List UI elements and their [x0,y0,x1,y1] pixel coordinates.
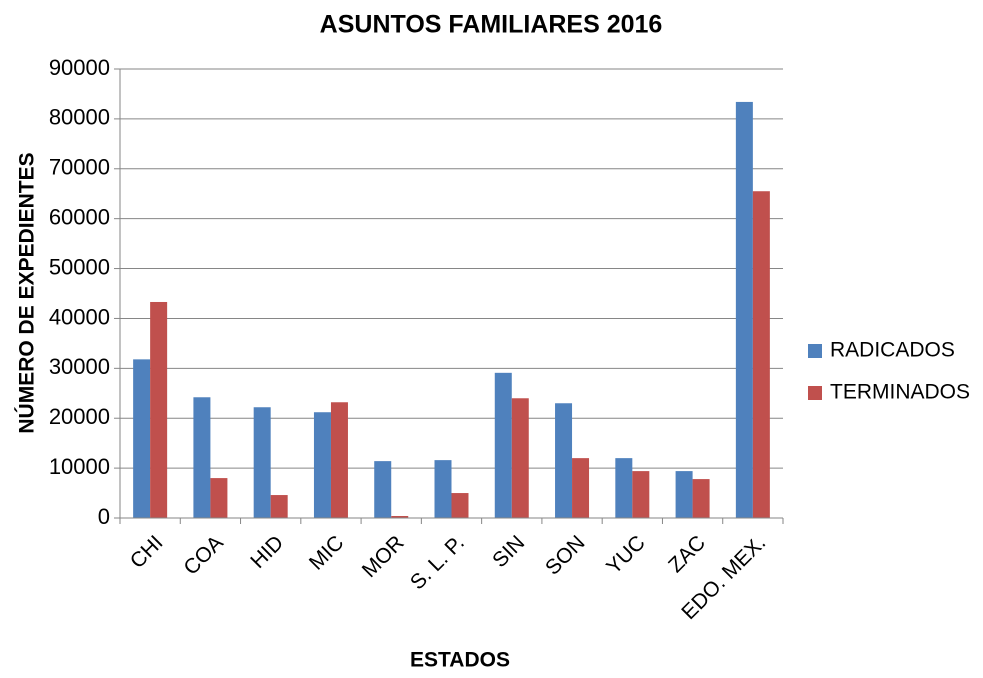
x-tick-label: YUC [602,531,650,579]
x-tick-label: MIC [305,531,348,574]
x-tick-label: SON [541,531,589,579]
legend-swatch [808,344,822,358]
bar [511,398,529,518]
bar [451,493,469,518]
bar [253,407,271,518]
y-tick-label: 80000 [49,105,110,130]
bar [675,471,693,518]
x-tick-label: CHI [126,531,168,573]
x-tick-label: MOR [358,531,409,582]
bar [692,479,710,518]
x-tick-label: HID [246,531,288,573]
bar [150,301,168,518]
bar [434,460,452,518]
y-tick-label: 60000 [49,204,110,229]
bar [494,372,512,518]
x-axis-title: ESTADOS [410,649,510,672]
bar [330,402,348,518]
legend-label: TERMINADOS [830,381,970,404]
bar [374,461,392,518]
chart-title: ASUNTOS FAMILIARES 2016 [320,11,663,39]
x-tick-label: COA [179,531,227,579]
y-axis-title: NÚMERO DE EXPEDIENTES [15,152,39,433]
bar [133,359,151,518]
y-tick-label: 40000 [49,304,110,329]
bar [270,495,288,518]
bar [313,412,331,518]
bar [735,101,753,518]
bar [193,397,211,518]
y-tick-label: 70000 [49,155,110,180]
x-tick-label: S. L. P. [406,531,469,594]
bar [752,191,770,518]
bar [615,458,633,518]
bar [391,516,409,518]
bar [555,403,573,518]
x-tick-label: SIN [488,531,529,572]
y-tick-label: 0 [98,504,110,529]
legend-swatch [808,386,822,400]
y-tick-label: 20000 [49,404,110,429]
x-tick-label: ZAC [664,531,710,577]
y-tick-label: 50000 [49,254,110,279]
y-tick-label: 10000 [49,454,110,479]
y-tick-label: 90000 [49,55,110,80]
y-tick-label: 30000 [49,354,110,379]
legend-label: RADICADOS [830,339,955,362]
bar [572,458,590,518]
bar [210,478,228,518]
bar [632,471,650,518]
